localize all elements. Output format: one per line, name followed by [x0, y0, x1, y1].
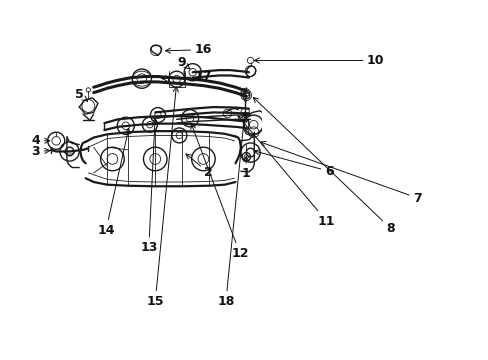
Text: 17: 17	[162, 70, 212, 83]
Text: 15: 15	[146, 87, 178, 308]
Text: 18: 18	[217, 112, 246, 308]
Text: 3: 3	[31, 145, 50, 158]
Text: 13: 13	[140, 119, 157, 254]
Text: 4: 4	[31, 134, 50, 147]
Text: 11: 11	[238, 116, 335, 228]
Text: 7: 7	[260, 141, 421, 204]
Text: 8: 8	[253, 98, 394, 235]
Text: 10: 10	[254, 54, 384, 67]
Text: 2: 2	[185, 154, 213, 179]
Text: 14: 14	[97, 129, 130, 237]
Text: 1: 1	[242, 156, 250, 180]
Text: 16: 16	[165, 43, 212, 56]
Text: 9: 9	[177, 56, 190, 69]
Text: 5: 5	[75, 88, 87, 101]
Text: 6: 6	[254, 150, 333, 178]
Text: 12: 12	[190, 124, 248, 260]
